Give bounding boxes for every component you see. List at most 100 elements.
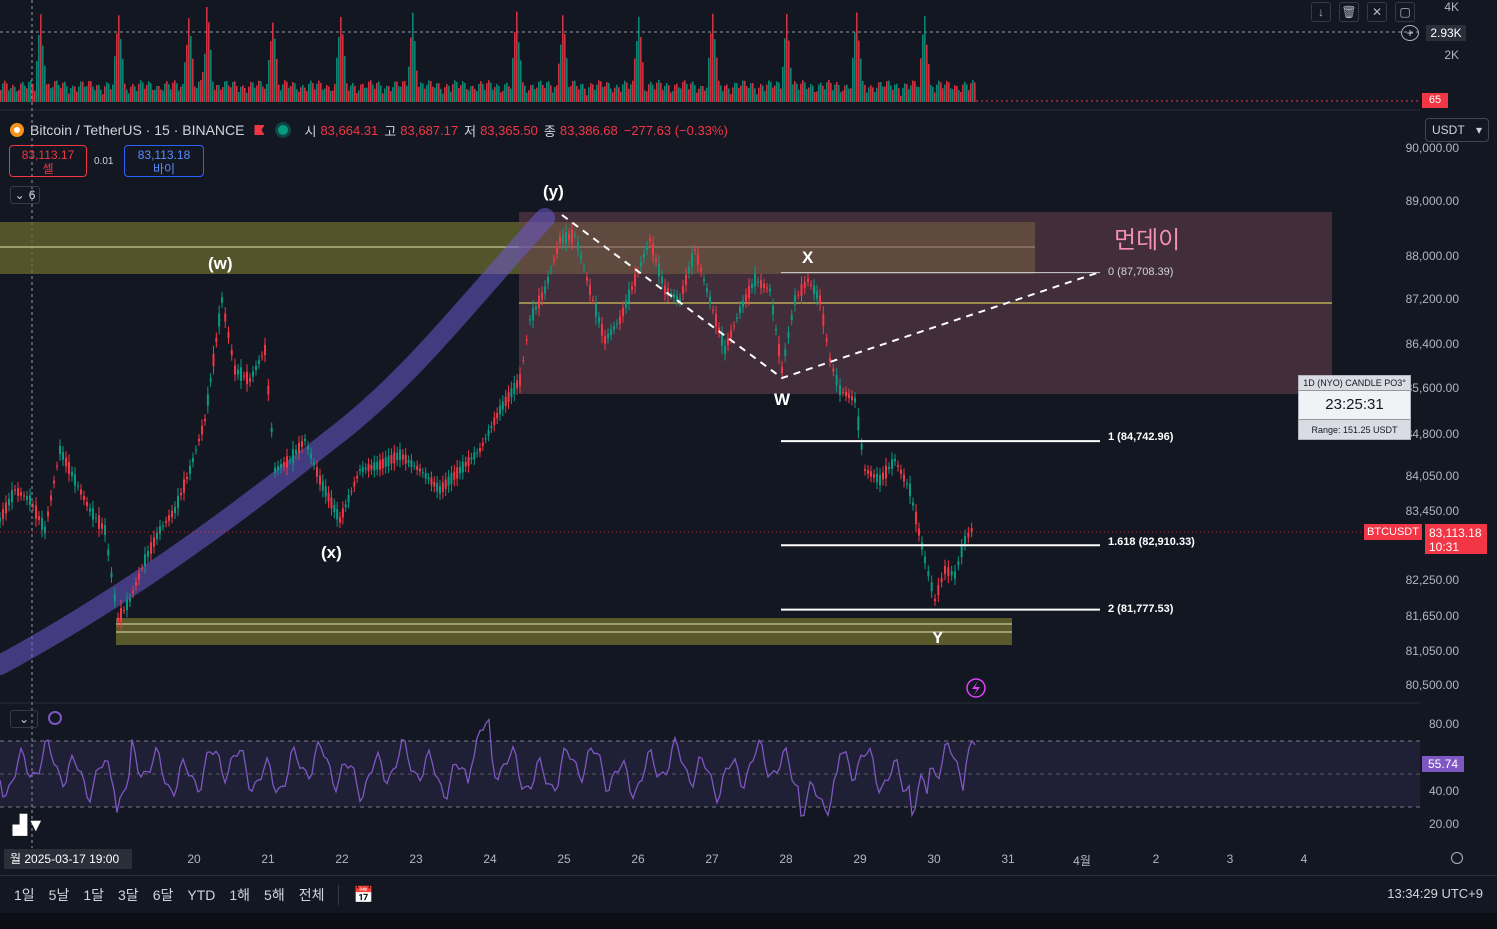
wxy-dashed-path[interactable]: [561, 214, 1101, 380]
volume-bar: [918, 86, 920, 102]
indicators-collapse-button[interactable]: ⌄ 6: [10, 186, 40, 204]
range-ytd[interactable]: YTD: [187, 887, 216, 903]
calendar-icon[interactable]: 📅: [353, 887, 374, 904]
candle-body: [126, 599, 128, 611]
volume-bar: [806, 89, 808, 102]
volume-bar: [96, 85, 98, 102]
volume-bar: [900, 95, 902, 102]
volume-bar: [400, 86, 402, 102]
candle-body: [571, 229, 573, 243]
candle-body: [934, 598, 936, 602]
volume-bar: [6, 83, 8, 102]
collapse-icon[interactable]: ✕: [1367, 2, 1387, 22]
clock-display[interactable]: 13:34:29 UTC+9: [1387, 886, 1483, 901]
volume-bar: [220, 89, 222, 102]
candle-body: [195, 449, 197, 451]
volume-bar: [940, 82, 942, 102]
chart-canvas[interactable]: [0, 0, 1420, 870]
tradingview-logo-icon: ▟▼: [13, 815, 45, 835]
divider: [338, 885, 340, 905]
volume-bar: [396, 81, 398, 102]
volume-bar: [700, 85, 702, 102]
time-axis[interactable]: 20 21 22 23 24 25 26 27 28 29 30 31 4월 2 3 4: [0, 848, 1420, 870]
range-6m[interactable]: 6달: [152, 887, 174, 903]
candle-body: [664, 285, 666, 295]
candle-body: [404, 454, 407, 464]
volume-bar: [924, 16, 926, 103]
candle-body: [407, 460, 410, 463]
volume-bar: [294, 83, 296, 102]
maximize-icon[interactable]: ▢: [1395, 2, 1415, 22]
volume-bar: [290, 86, 292, 102]
volume-bar: [394, 81, 396, 102]
candle-body: [456, 467, 459, 479]
indicator-count: 6: [28, 188, 36, 202]
candle-body: [274, 467, 276, 473]
candle-body: [227, 332, 230, 338]
candle-body: [851, 395, 853, 401]
buy-button[interactable]: 83,113.18 바이: [124, 145, 204, 177]
volume-bar: [886, 81, 888, 102]
range-1m[interactable]: 1달: [83, 887, 105, 903]
candle-body: [92, 508, 94, 520]
candle-body: [816, 291, 818, 299]
candle-body: [682, 286, 684, 294]
range-3m[interactable]: 3달: [118, 887, 139, 903]
volume-bar: [516, 11, 518, 102]
candle-body: [857, 416, 860, 431]
volume-bar: [482, 83, 484, 102]
volume-bar: [786, 13, 788, 103]
add-icon[interactable]: +: [1401, 25, 1419, 41]
candle-body: [68, 461, 70, 475]
candle-body: [927, 570, 930, 576]
currency-select[interactable]: USDT ▾: [1425, 118, 1489, 142]
trash-icon[interactable]: 🗑: [1339, 2, 1359, 22]
flag-icon[interactable]: [254, 125, 265, 135]
volume-bar: [492, 89, 494, 102]
volume-bar: [406, 85, 408, 102]
price-axis-label: 81,050.00: [1405, 644, 1459, 658]
range-toolbar: 1일 5날 1달 3달 6달 YTD 1해 5해 전체 📅 13:34:29 U…: [0, 875, 1497, 914]
volume-bar: [898, 88, 900, 102]
volume-bar: [592, 84, 594, 102]
volume-bar: [874, 92, 876, 102]
symbol-legend[interactable]: Bitcoin / TetherUS · 15 · BINANCE 시 83,66…: [10, 120, 728, 140]
rsi-axis-label: 80.00: [1428, 717, 1459, 731]
candle-body: [89, 508, 91, 512]
candle-body: [246, 371, 248, 385]
settings-icon[interactable]: [1451, 852, 1463, 864]
range-1y[interactable]: 1해: [229, 887, 251, 903]
sell-button[interactable]: 83,113.17 셀: [9, 145, 87, 177]
volume-bar: [90, 81, 92, 102]
candle-body: [379, 460, 381, 470]
candle-body: [842, 391, 844, 393]
volume-bar: [356, 93, 358, 102]
fibonacci-extension[interactable]: [781, 272, 1100, 611]
alert-bolt-icon[interactable]: [966, 678, 986, 698]
candle-body: [277, 465, 279, 471]
symbol-title[interactable]: Bitcoin / TetherUS · 15 · BINANCE: [30, 122, 245, 138]
volume-bar: [8, 90, 10, 102]
range-1d[interactable]: 1일: [14, 887, 35, 903]
candle-body: [292, 449, 294, 463]
volume-bar: [800, 83, 802, 102]
volume-bar: [694, 85, 696, 102]
candle-body: [879, 475, 881, 485]
candle-body: [891, 459, 893, 469]
candle-body: [643, 254, 645, 258]
rsi-collapse-button[interactable]: ⌄: [10, 710, 38, 728]
range-5y[interactable]: 5해: [264, 887, 285, 903]
range-5d[interactable]: 5날: [48, 887, 70, 903]
range-all[interactable]: 전체: [298, 887, 325, 903]
candle-body: [832, 368, 835, 372]
candle-body: [882, 472, 884, 480]
candle-body: [631, 286, 633, 290]
refresh-icon[interactable]: [48, 711, 62, 725]
market-status-icon: [278, 125, 289, 135]
candle-timer-widget[interactable]: 1D (NYO) CANDLE PO3° 23:25:31 Range: 151…: [1298, 375, 1411, 440]
volume-bar: [306, 91, 308, 102]
candle-body: [390, 454, 393, 464]
volume-bar: [772, 87, 774, 102]
volume-bar: [162, 90, 164, 102]
arrow-down-icon[interactable]: ↓: [1311, 2, 1331, 22]
